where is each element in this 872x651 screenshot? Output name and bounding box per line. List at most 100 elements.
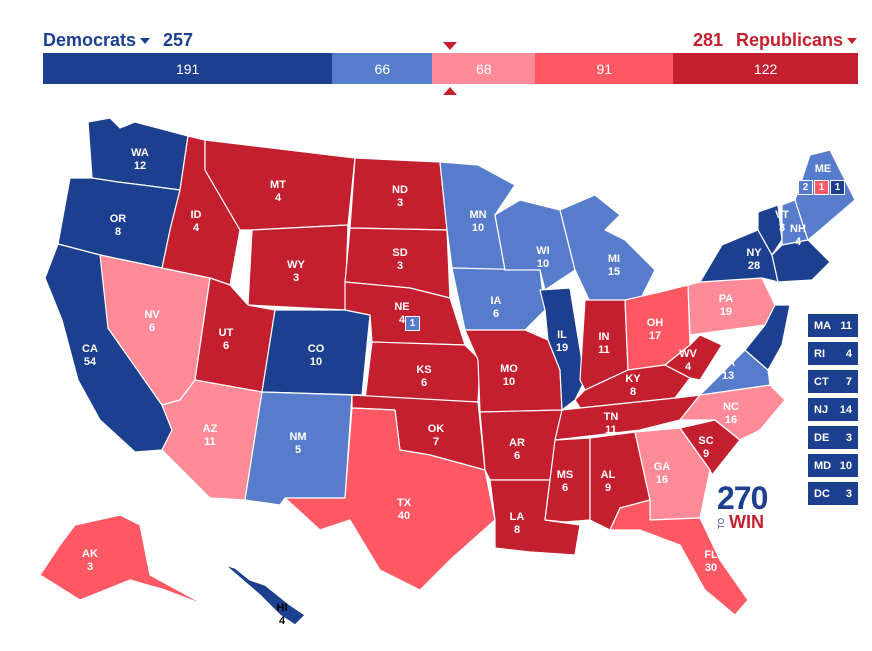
small-state-abbr: RI xyxy=(814,347,825,360)
state-NE-corridor[interactable] xyxy=(771,239,831,283)
nebraska-district-badge[interactable]: 1 xyxy=(405,316,420,331)
state-label-vt: VT 3 xyxy=(775,209,789,234)
small-state-dc[interactable]: DC 3 xyxy=(808,482,858,505)
bar-segment-safe-rep[interactable]: 122 xyxy=(673,53,859,84)
state-label-mn: MN 10 xyxy=(469,209,486,234)
state-label-hi: HI 4 xyxy=(277,602,288,627)
state-VT[interactable] xyxy=(757,204,783,256)
state-label-wa: WA 12 xyxy=(131,147,149,172)
state-label-al: AL 9 xyxy=(601,469,616,494)
small-state-ri[interactable]: RI 4 xyxy=(808,342,858,365)
state-label-wy: WY 3 xyxy=(287,259,305,284)
small-state-abbr: MD xyxy=(814,459,832,472)
state-label-ca: CA 54 xyxy=(82,343,98,368)
state-label-la: LA 8 xyxy=(510,511,525,536)
state-label-id: ID 4 xyxy=(191,209,202,234)
state-label-me: ME xyxy=(815,163,832,175)
state-NJ-MD-DE[interactable] xyxy=(744,304,791,371)
bar-value: 68 xyxy=(476,60,492,77)
dem-total: 257 xyxy=(163,30,194,50)
state-label-wv: WV 4 xyxy=(679,348,697,373)
small-state-abbr: CT xyxy=(814,375,829,388)
small-state-abbr: DC xyxy=(814,487,830,500)
bar-segment-likely-dem[interactable]: 66 xyxy=(332,53,433,84)
state-label-nc: NC 16 xyxy=(723,401,739,426)
state-WI[interactable] xyxy=(494,199,576,291)
state-label-mt: MT 4 xyxy=(270,179,286,204)
rep-total: 281 xyxy=(693,30,724,50)
state-label-ne: NE 4 xyxy=(394,301,409,326)
logo-number: 270 xyxy=(717,480,768,516)
state-label-ks: KS 6 xyxy=(416,364,431,389)
maine-statewide-badge[interactable]: 2 xyxy=(798,180,813,195)
republicans-dropdown[interactable]: Republicans xyxy=(736,30,857,51)
small-state-de[interactable]: DE 3 xyxy=(808,426,858,449)
democrats-dropdown[interactable]: Democrats xyxy=(43,30,151,51)
democrats-label: Democrats xyxy=(43,30,137,50)
small-state-abbr: NJ xyxy=(814,403,829,416)
electoral-vote-bar: 191 66 68 91 122 xyxy=(43,53,859,84)
bar-value: 191 xyxy=(175,60,200,77)
state-label-ut: UT 6 xyxy=(219,327,234,352)
state-label-ky: KY 8 xyxy=(625,373,641,398)
state-label-fl: FL 30 xyxy=(704,549,718,574)
state-label-sc: SC 9 xyxy=(698,435,713,460)
state-label-co: CO 10 xyxy=(308,343,325,368)
logo-to: TO xyxy=(717,518,726,529)
bar-segment-safe-dem[interactable]: 191 xyxy=(43,53,333,84)
state-label-sd: SD 3 xyxy=(392,247,407,272)
bar-value: 66 xyxy=(374,60,391,77)
small-state-ct[interactable]: CT 7 xyxy=(808,370,858,393)
state-label-ok: OK 7 xyxy=(428,423,445,448)
state-HI[interactable] xyxy=(224,564,306,626)
bar-segment-lean-rep[interactable]: 68 xyxy=(432,53,536,84)
bar-segment-likely-rep[interactable]: 91 xyxy=(535,53,674,84)
state-label-or: OR 8 xyxy=(110,213,127,238)
state-label-ar: AR 6 xyxy=(509,437,525,462)
state-label-ia: IA 6 xyxy=(491,295,502,320)
small-state-votes: 10 xyxy=(839,459,852,472)
state-label-nm: NM 5 xyxy=(289,431,306,456)
state-label-va: VA 13 xyxy=(721,357,736,382)
caret-down-icon xyxy=(140,38,151,45)
small-state-md[interactable]: MD 10 xyxy=(808,454,858,477)
maine-cd1-badge[interactable]: 1 xyxy=(830,180,845,195)
maine-cd2-badge[interactable]: 1 xyxy=(814,180,829,195)
small-state-votes: 7 xyxy=(845,375,852,388)
state-TX[interactable] xyxy=(284,407,496,591)
state-label-ga: GA 16 xyxy=(654,461,671,486)
state-AK[interactable] xyxy=(39,514,206,606)
state-WV[interactable] xyxy=(664,334,723,381)
state-MI[interactable] xyxy=(559,194,656,303)
small-state-votes: 11 xyxy=(840,319,852,332)
state-label-mo: MO 10 xyxy=(500,363,518,388)
state-label-in: IN 11 xyxy=(598,331,610,356)
bar-value: 91 xyxy=(596,60,613,77)
state-label-nv: NV 6 xyxy=(144,309,160,334)
270-marker-bottom-icon xyxy=(443,87,457,95)
small-state-nj[interactable]: NJ 14 xyxy=(808,398,858,421)
state-label-ak: AK 3 xyxy=(82,548,98,573)
state-label-az: AZ 11 xyxy=(203,423,218,448)
270-marker-top-icon xyxy=(443,42,457,50)
state-label-tn: TN 11 xyxy=(604,411,619,436)
caret-down-icon xyxy=(847,38,857,45)
state-label-oh: OH 17 xyxy=(647,317,664,342)
state-SC[interactable] xyxy=(679,419,741,476)
state-label-mi: MI 15 xyxy=(608,253,620,278)
small-state-votes: 14 xyxy=(839,403,852,416)
small-state-votes: 3 xyxy=(845,431,852,444)
small-state-ma[interactable]: MA 11 xyxy=(808,314,858,337)
state-CO[interactable] xyxy=(261,309,371,396)
state-label-nd: ND 3 xyxy=(392,184,408,209)
bar-value: 122 xyxy=(753,60,778,77)
small-state-abbr: MA xyxy=(814,319,832,332)
state-label-il: IL 19 xyxy=(556,329,568,354)
state-FL[interactable] xyxy=(609,499,749,616)
270towin-logo: 270 TO WIN xyxy=(717,480,777,532)
state-label-tx: TX 40 xyxy=(397,497,412,522)
small-state-abbr: DE xyxy=(814,431,830,444)
state-label-nh: NH 4 xyxy=(790,223,806,248)
logo-win: WIN xyxy=(729,512,764,532)
